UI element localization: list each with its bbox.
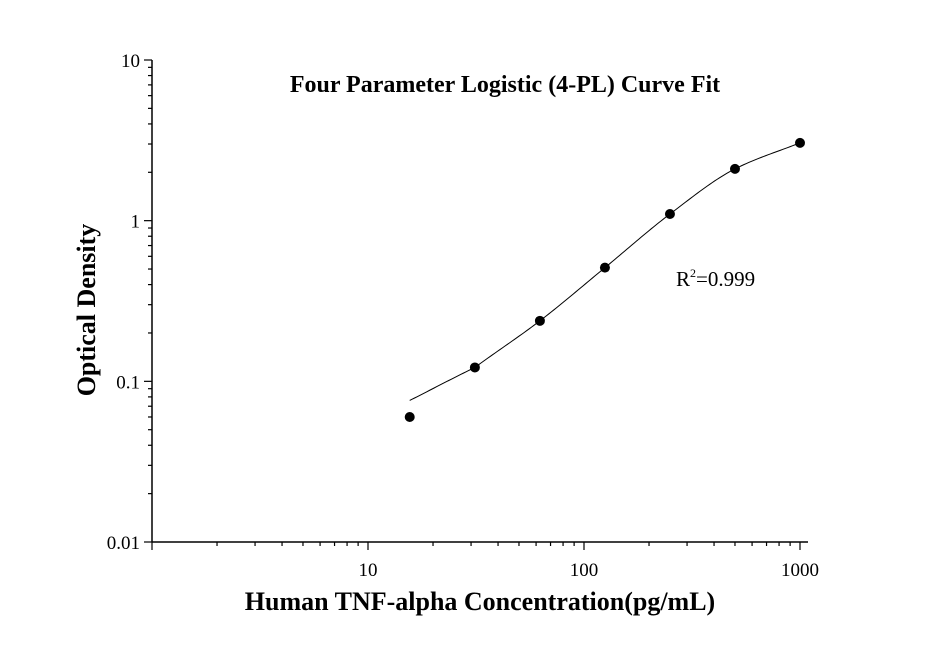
data-point: [469, 362, 480, 373]
axes: 10 100 1000 0.01 0.1 1 10: [107, 51, 819, 581]
data-point: [599, 262, 610, 273]
data-point: [795, 137, 805, 148]
x-axis-title: Human TNF-alpha Concentration(pg/mL): [245, 587, 715, 616]
plot-area: [404, 137, 805, 422]
data-point: [664, 209, 675, 220]
x-tick-label: 10: [359, 560, 378, 581]
y-tick-label: 0.01: [107, 533, 140, 554]
chart-title: Four Parameter Logistic (4-PL) Curve Fit: [290, 72, 720, 98]
r-squared-symbol: R: [676, 267, 690, 291]
y-axis-title: Optical Density: [72, 224, 101, 397]
y-ticks: 0.01 0.1 1 10: [107, 51, 152, 554]
x-ticks: 10 100 1000: [151, 542, 819, 581]
r-squared-value: =0.999: [696, 267, 755, 291]
y-tick-label: 1: [131, 212, 141, 233]
data-point: [729, 163, 740, 174]
r-squared-exponent: 2: [690, 266, 696, 280]
x-tick-label: 1000: [781, 560, 819, 581]
r-squared-annotation: R2=0.999: [676, 266, 755, 291]
data-point: [404, 411, 415, 422]
y-tick-label: 10: [121, 51, 140, 72]
x-tick-label: 100: [570, 560, 599, 581]
y-tick-label: 0.1: [116, 372, 140, 393]
data-point: [534, 315, 545, 326]
